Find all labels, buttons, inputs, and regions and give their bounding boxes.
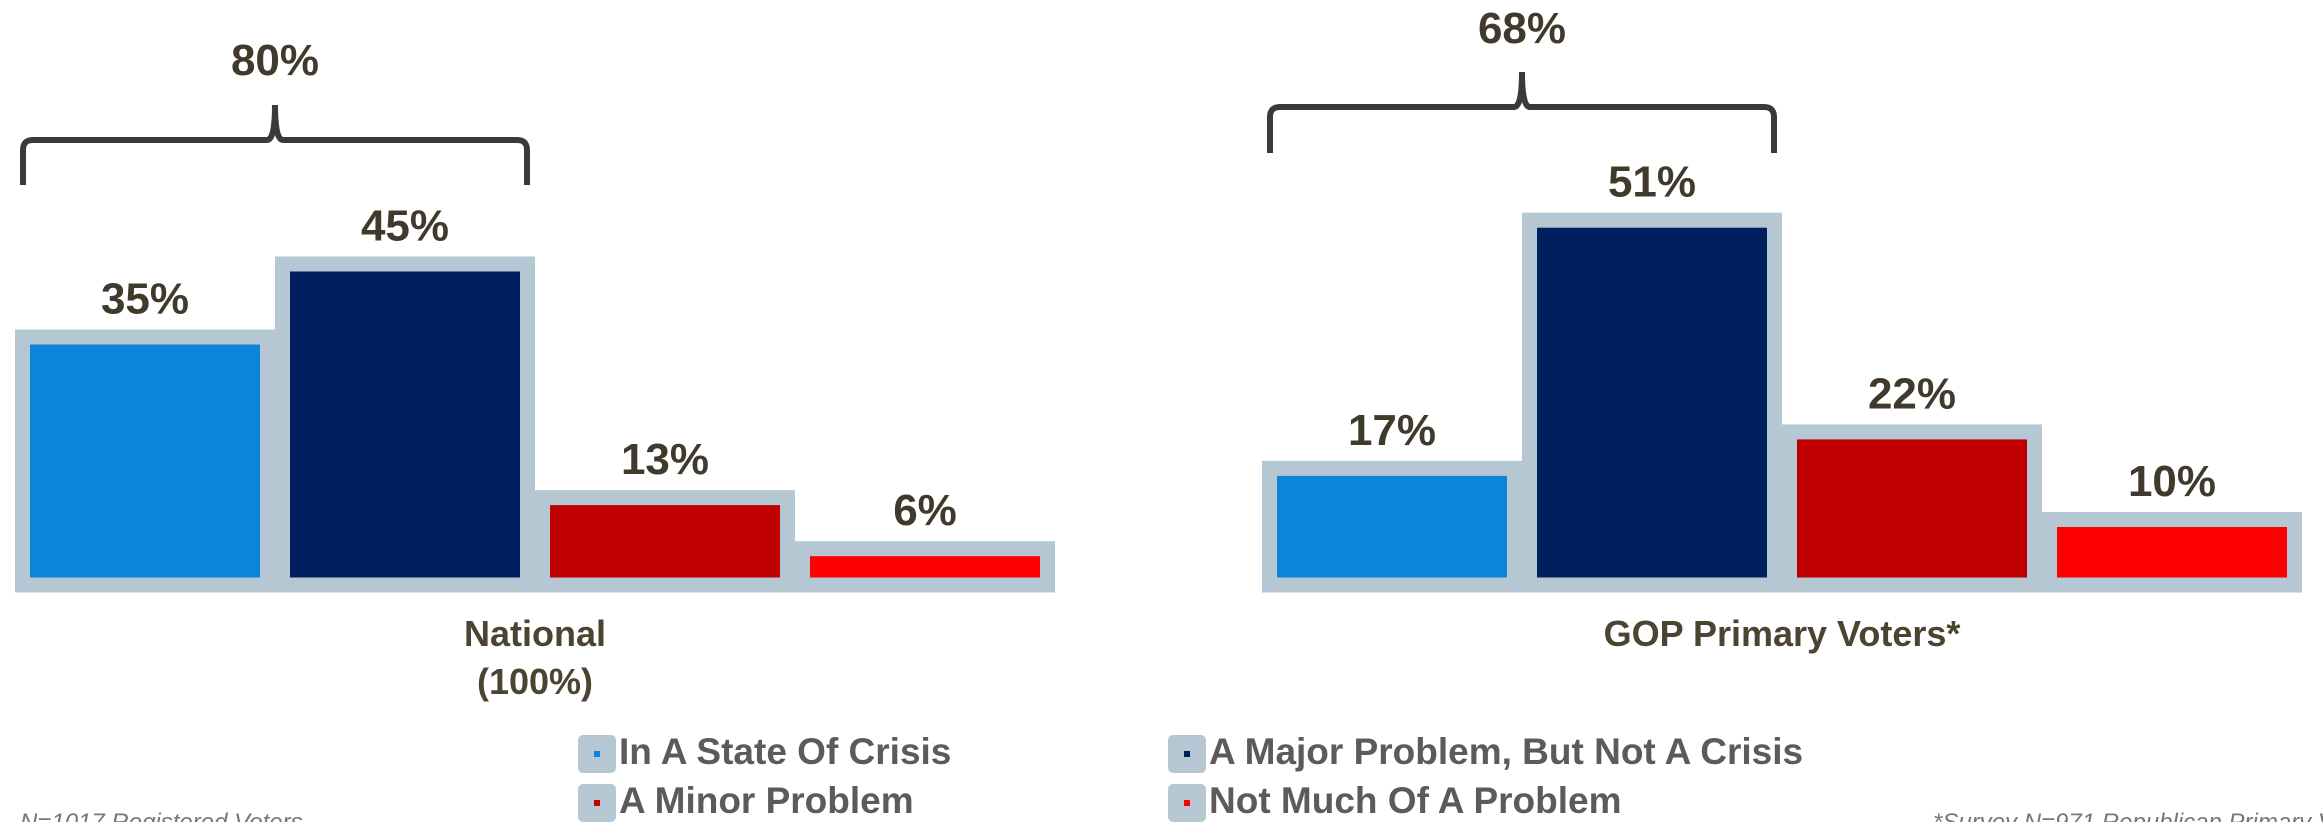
value-label: 6% [893, 486, 957, 535]
footnote: *Survey N=971 Republican Primary Voters [1933, 809, 2323, 822]
bar [275, 256, 535, 593]
value-label: 13% [621, 435, 709, 484]
value-label: 51% [1608, 158, 1696, 207]
group-label: National [464, 613, 606, 654]
bar [1262, 460, 1522, 593]
bracket-label: 68% [1478, 4, 1566, 53]
legend-swatch [594, 751, 600, 757]
bar [1522, 212, 1782, 593]
value-label: 17% [1348, 406, 1436, 455]
bar [535, 490, 795, 593]
legend-label: A Minor Problem [619, 780, 914, 821]
value-label: 45% [361, 202, 449, 251]
legend-swatch [1184, 800, 1190, 806]
legend-label: A Major Problem, But Not A Crisis [1209, 731, 1803, 772]
group-label: (100%) [477, 661, 593, 702]
value-label: 10% [2128, 457, 2216, 506]
legend-label: In A State Of Crisis [619, 731, 951, 772]
footnote: N=1017 Registered Voters [20, 809, 303, 822]
value-label: 35% [101, 275, 189, 324]
legend-label: Not Much Of A Problem [1209, 780, 1621, 821]
value-label: 22% [1868, 369, 1956, 418]
bracket-label: 80% [231, 36, 319, 85]
legend-swatch [594, 800, 600, 806]
bracket [20, 104, 530, 185]
bracket [1267, 71, 1777, 153]
bar [15, 329, 275, 593]
bar [1782, 424, 2042, 593]
bar [2042, 512, 2302, 593]
bar [795, 541, 1055, 593]
legend-swatch [1184, 751, 1190, 757]
group-label: GOP Primary Voters* [1604, 613, 1961, 654]
